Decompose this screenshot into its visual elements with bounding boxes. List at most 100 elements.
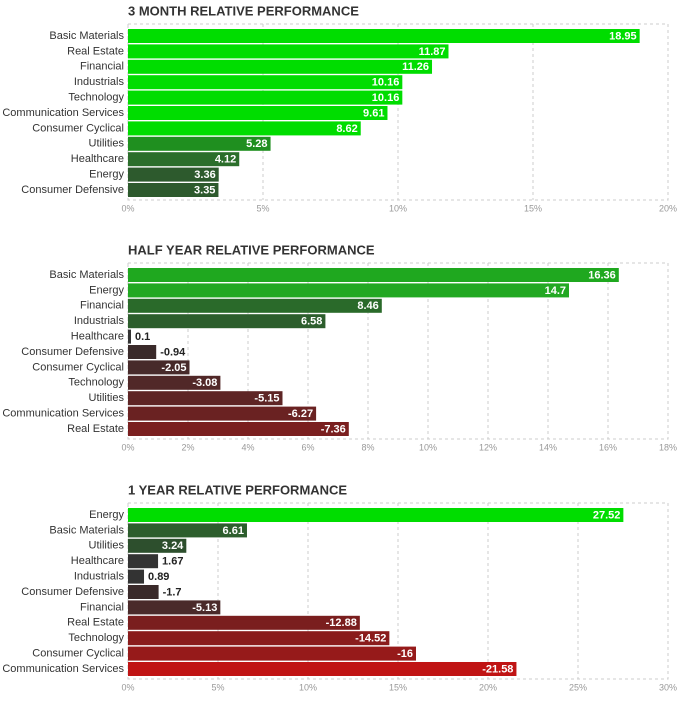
value-label: -5.15	[254, 393, 279, 405]
category-label: Communication Services	[2, 408, 124, 420]
category-label: Industrials	[74, 76, 125, 88]
bar	[128, 283, 569, 298]
value-label: 18.95	[609, 30, 637, 42]
bar	[128, 375, 221, 390]
x-tick-label: 0%	[121, 682, 134, 692]
bar	[128, 106, 388, 120]
category-label: Energy	[89, 169, 124, 181]
value-label: -12.88	[326, 617, 357, 629]
value-label: 3.35	[194, 184, 215, 196]
value-label: -14.52	[355, 633, 386, 645]
bar	[128, 422, 349, 436]
bar	[128, 152, 240, 167]
category-label: Consumer Cyclical	[32, 122, 124, 134]
category-label: Utilities	[89, 540, 125, 552]
category-label: Industrials	[74, 315, 125, 327]
value-label: -2.05	[161, 362, 186, 374]
bar	[128, 569, 145, 584]
value-label: 10.16	[372, 92, 400, 104]
value-label: 27.52	[593, 509, 621, 521]
value-label: -1.7	[163, 586, 182, 598]
bar	[128, 585, 159, 599]
bar	[128, 167, 219, 182]
value-label: 0.89	[148, 571, 169, 583]
bar	[128, 183, 219, 197]
bar	[128, 314, 326, 329]
category-label: Basic Materials	[49, 269, 124, 281]
chart-title: HALF YEAR RELATIVE PERFORMANCE	[128, 242, 375, 257]
category-label: Real Estate	[67, 423, 124, 435]
bar	[128, 75, 403, 90]
value-label: 14.7	[545, 285, 566, 297]
chart-title: 3 MONTH RELATIVE PERFORMANCE	[128, 3, 359, 18]
value-label: -16	[397, 648, 413, 660]
category-label: Basic Materials	[49, 524, 124, 536]
category-label: Healthcare	[71, 153, 124, 165]
bar	[128, 90, 403, 105]
category-label: Technology	[68, 377, 124, 389]
x-tick-label: 18%	[659, 442, 677, 452]
category-label: Healthcare	[71, 331, 124, 343]
value-label: 8.46	[357, 300, 378, 312]
chart: HALF YEAR RELATIVE PERFORMANCE 0% 2% 4% 6% 8%…	[2, 242, 677, 452]
category-label: Technology	[68, 632, 124, 644]
bar	[128, 538, 187, 553]
bar	[128, 662, 517, 676]
category-label: Utilities	[89, 138, 125, 150]
value-label: -21.58	[482, 663, 513, 675]
x-tick-label: 0%	[121, 442, 134, 452]
bar	[128, 121, 361, 136]
x-tick-label: 15%	[389, 682, 407, 692]
x-tick-label: 5%	[256, 203, 269, 213]
bar	[128, 29, 640, 43]
bar	[128, 268, 619, 282]
chart: 1 YEAR RELATIVE PERFORMANCE 0% 5% 10% 15% 20%…	[2, 482, 677, 692]
category-label: Healthcare	[71, 555, 124, 567]
value-label: 5.28	[246, 138, 267, 150]
bar	[128, 345, 157, 359]
chart-title: 1 YEAR RELATIVE PERFORMANCE	[128, 482, 347, 497]
value-label: 8.62	[336, 123, 357, 135]
bar	[128, 631, 390, 646]
x-tick-label: 20%	[479, 682, 497, 692]
x-tick-label: 10%	[299, 682, 317, 692]
value-label: 9.61	[363, 107, 384, 119]
value-label: 6.61	[223, 525, 244, 537]
chart: 3 MONTH RELATIVE PERFORMANCE 0% 5% 10% 15% 20…	[2, 3, 677, 213]
x-tick-label: 16%	[599, 442, 617, 452]
x-tick-label: 20%	[659, 203, 677, 213]
bar	[128, 298, 382, 313]
value-label: 1.67	[162, 556, 183, 568]
bar	[128, 554, 159, 569]
category-label: Energy	[89, 509, 124, 521]
value-label: 10.16	[372, 77, 400, 89]
category-label: Consumer Defensive	[21, 346, 124, 358]
category-label: Real Estate	[67, 45, 124, 57]
bar	[128, 44, 449, 59]
category-label: Consumer Cyclical	[32, 648, 124, 660]
value-label: -0.94	[160, 346, 186, 358]
value-label: -7.36	[321, 423, 346, 435]
x-tick-label: 8%	[361, 442, 374, 452]
bar	[128, 391, 283, 406]
bar	[128, 646, 416, 661]
value-label: 4.12	[215, 154, 236, 166]
bar	[128, 600, 221, 615]
category-label: Financial	[80, 61, 124, 73]
x-tick-label: 15%	[524, 203, 542, 213]
x-tick-label: 6%	[301, 442, 314, 452]
x-tick-label: 14%	[539, 442, 557, 452]
category-label: Real Estate	[67, 617, 124, 629]
category-label: Communication Services	[2, 663, 124, 675]
x-tick-label: 4%	[241, 442, 254, 452]
value-label: 6.58	[301, 316, 322, 328]
value-label: 11.26	[402, 61, 429, 73]
category-label: Basic Materials	[49, 30, 124, 42]
x-tick-label: 5%	[211, 682, 224, 692]
x-tick-label: 10%	[389, 203, 407, 213]
value-label: -3.08	[192, 377, 217, 389]
category-label: Utilities	[89, 392, 125, 404]
value-label: -5.13	[192, 602, 217, 614]
value-label: 0.1	[135, 331, 150, 343]
category-label: Energy	[89, 284, 124, 296]
